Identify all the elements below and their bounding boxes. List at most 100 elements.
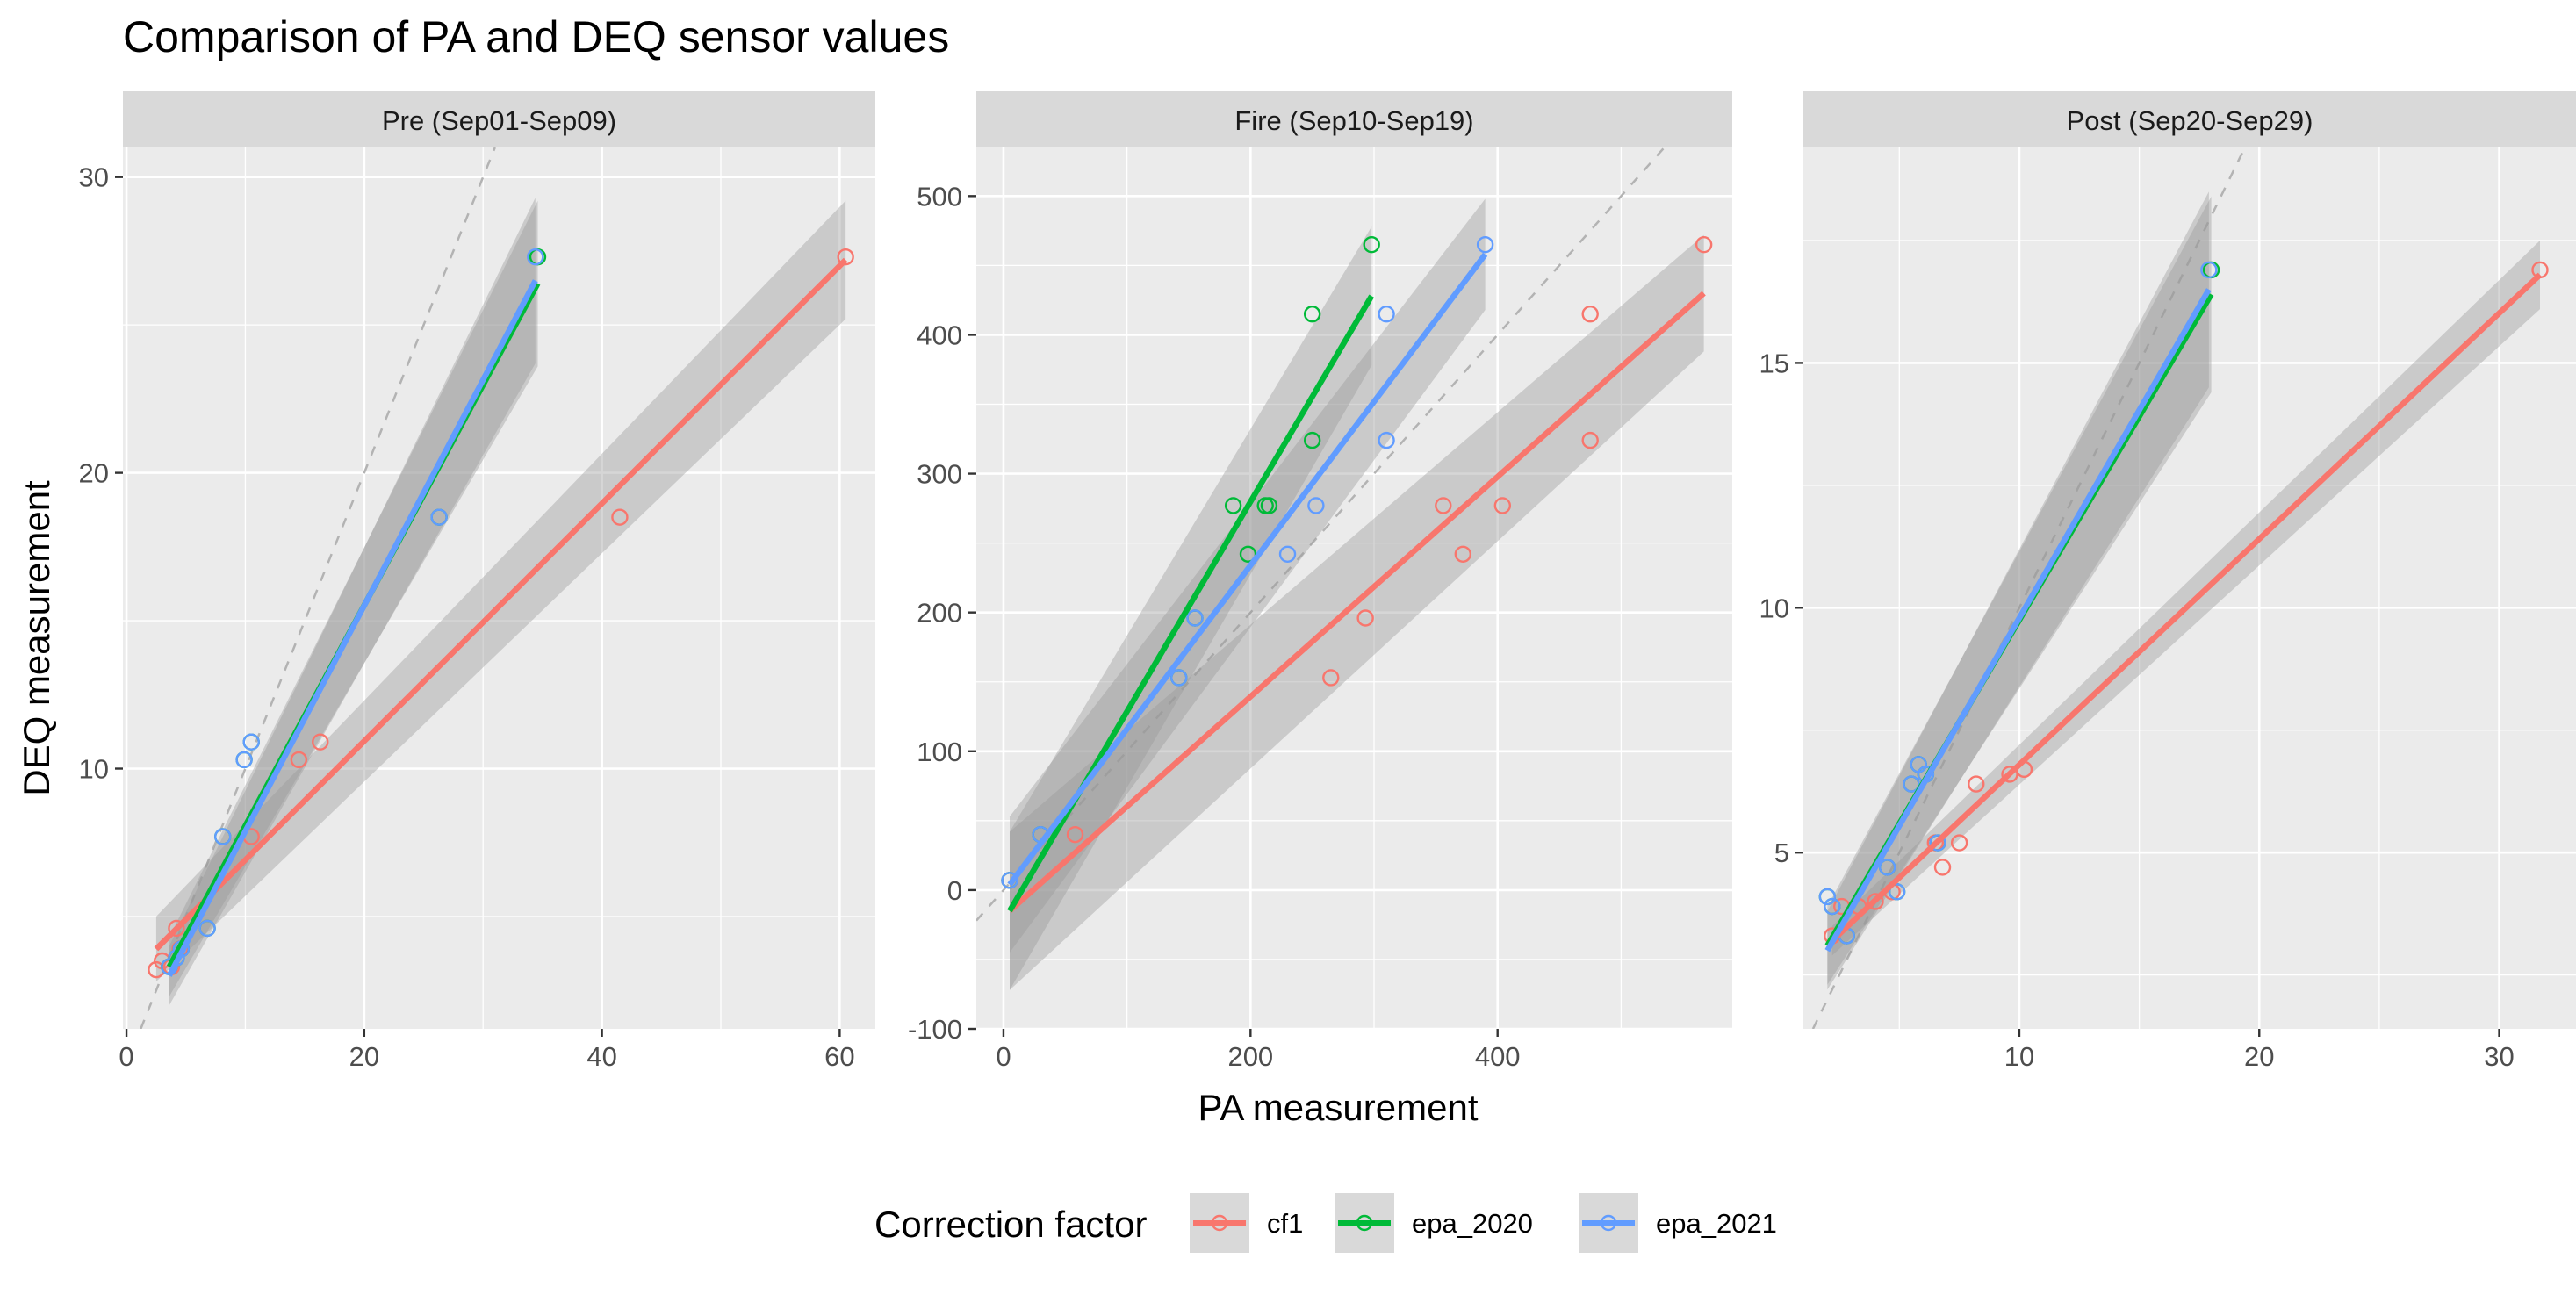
x-tick-label: 0: [996, 1041, 1011, 1072]
point-cf1: [1867, 893, 1884, 910]
panel-background: [976, 147, 1732, 1029]
legend-title: Correction factor: [874, 1204, 1147, 1245]
y-tick-label: 5: [1774, 838, 1789, 868]
gridlines: [976, 147, 1732, 1029]
point-epa_2021: [1378, 306, 1395, 323]
legend-label: epa_2020: [1412, 1208, 1533, 1239]
point-epa_2021: [1170, 669, 1188, 687]
point-cf1: [148, 960, 165, 979]
point-cf1: [1581, 306, 1599, 323]
y-tick-label: 20: [79, 458, 109, 489]
identity-reference-line: [1811, 147, 2246, 1029]
fit-line-cf1: [1830, 272, 2543, 943]
point-cf1: [1581, 431, 1599, 449]
point-epa_2021: [1878, 859, 1896, 876]
gridlines: [123, 147, 875, 1029]
y-tick-label: 15: [1759, 348, 1789, 378]
facet-panel: Pre (Sep01-Sep09) 0 20 40 60 10 20 30: [79, 91, 875, 1072]
y-tick-label: 500: [917, 181, 962, 212]
confidence-band-cf1: [155, 200, 846, 982]
facet-panel: Fire (Sep10-Sep19) 0 200 400 -100 0 100 200 300 4…: [908, 91, 1732, 1072]
point-epa_2020: [1224, 497, 1242, 514]
y-tick-label: 10: [1759, 593, 1789, 623]
fit-line-cf1: [1007, 291, 1706, 914]
facet-panel: Post (Sep20-Sep29) 10 20 30 5 10 15: [1759, 91, 2576, 1072]
point-cf1: [611, 508, 629, 526]
fit-line-epa_2021: [1824, 288, 2212, 953]
legend-label: epa_2021: [1656, 1208, 1777, 1239]
point-epa_2021: [242, 733, 260, 751]
point-epa_2020: [1303, 306, 1321, 323]
x-tick-label: 10: [2004, 1041, 2034, 1072]
point-cf1: [1435, 497, 1452, 514]
legend-key-point: [1600, 1214, 1617, 1232]
y-axis-title: DEQ measurement: [16, 480, 57, 796]
facet-panels: Pre (Sep01-Sep09) 0 20 40 60 10 20 30 Fire (Sep1…: [79, 91, 2576, 1072]
point-epa_2021: [214, 828, 232, 845]
point-epa_2020: [1260, 497, 1278, 514]
confidence-band-epa_2021: [1009, 198, 1486, 953]
y-tick-label: 30: [79, 162, 109, 193]
point-epa_2021: [1001, 872, 1018, 889]
point-cf1: [290, 751, 308, 769]
legend-key-point: [1356, 1214, 1373, 1232]
point-cf1: [168, 919, 185, 938]
point-cf1: [1322, 669, 1340, 687]
point-cf1: [1695, 235, 1713, 254]
point-cf1: [312, 733, 329, 751]
point-epa_2020: [1363, 235, 1380, 254]
plot-area: [140, 147, 854, 1029]
point-epa_2021: [1186, 609, 1204, 627]
x-tick-label: 30: [2484, 1041, 2514, 1072]
x-tick-label: 200: [1227, 1041, 1273, 1072]
facet-strip-label: Post (Sep20-Sep29): [2067, 105, 2313, 136]
point-epa_2021: [198, 919, 216, 938]
y-tick-label: 200: [917, 598, 962, 629]
plot-area: [976, 147, 1713, 990]
x-tick-label: 0: [119, 1041, 133, 1072]
x-tick-label: 400: [1475, 1041, 1521, 1072]
legend-item-epa_2020: epa_2020: [1335, 1193, 1533, 1253]
point-epa_2021: [1307, 497, 1325, 514]
fit-line-cf1: [154, 257, 848, 952]
point-epa_2021: [1903, 775, 1920, 793]
facet-strip: [123, 91, 875, 147]
point-cf1: [1968, 775, 1985, 793]
facet-strip: [1803, 91, 2576, 147]
y-tick-label: 100: [917, 737, 962, 767]
x-tick-label: 40: [586, 1041, 616, 1072]
identity-reference-line: [140, 147, 496, 1029]
facet-strip: [976, 91, 1732, 147]
point-epa_2021: [1818, 888, 1837, 906]
point-cf1: [1454, 545, 1472, 563]
point-epa_2021: [527, 248, 544, 266]
x-tick-label: 20: [349, 1041, 379, 1072]
y-tick-label: -100: [908, 1014, 962, 1045]
point-cf1: [1066, 825, 1084, 844]
point-epa_2021: [2200, 261, 2218, 279]
facet-strip-label: Fire (Sep10-Sep19): [1234, 105, 1473, 136]
point-epa_2021: [235, 751, 253, 769]
point-epa_2020: [1303, 431, 1321, 449]
x-axis-title: PA measurement: [1198, 1087, 1478, 1128]
panel-background: [1803, 147, 2576, 1029]
point-cf1: [1950, 834, 1968, 852]
point-epa_2021: [1378, 431, 1395, 449]
x-tick-label: 60: [824, 1041, 854, 1072]
plot-area: [1811, 147, 2549, 1029]
y-tick-label: 300: [917, 459, 962, 490]
y-tick-label: 0: [947, 875, 962, 906]
point-cf1: [1493, 497, 1512, 514]
panel-background: [123, 147, 875, 1029]
fit-line-epa_2021: [1007, 252, 1488, 887]
point-cf1: [1933, 859, 1952, 876]
legend-key-point: [1211, 1214, 1228, 1232]
y-tick-label: 10: [79, 754, 109, 785]
legend-item-cf1: cf1: [1190, 1193, 1303, 1253]
fit-line-epa_2021: [166, 279, 538, 977]
x-tick-label: 20: [2244, 1041, 2274, 1072]
point-epa_2021: [1476, 235, 1494, 254]
point-epa_2021: [430, 508, 448, 526]
point-cf1: [1356, 609, 1374, 627]
